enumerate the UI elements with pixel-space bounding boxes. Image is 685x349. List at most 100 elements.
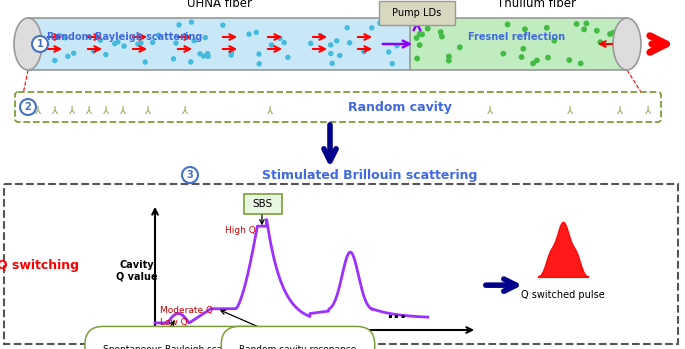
- Circle shape: [447, 54, 451, 59]
- Text: Random Rayleigh scattering: Random Rayleigh scattering: [47, 32, 203, 42]
- Circle shape: [378, 21, 382, 25]
- Circle shape: [420, 32, 424, 37]
- Circle shape: [425, 27, 430, 31]
- Circle shape: [595, 29, 599, 33]
- Text: $\Upsilon$: $\Upsilon$: [616, 102, 624, 114]
- Circle shape: [88, 35, 92, 39]
- Bar: [28, 18, 410, 70]
- Circle shape: [229, 53, 233, 57]
- Circle shape: [387, 50, 390, 54]
- Text: Low Q: Low Q: [160, 318, 188, 327]
- Circle shape: [92, 49, 96, 53]
- Circle shape: [414, 36, 419, 40]
- Text: $\Upsilon$: $\Upsilon$: [181, 102, 189, 114]
- Circle shape: [370, 26, 374, 30]
- Text: $\Upsilon$: $\Upsilon$: [102, 102, 110, 114]
- Circle shape: [182, 167, 198, 183]
- Circle shape: [329, 43, 333, 47]
- Circle shape: [546, 55, 550, 60]
- Circle shape: [189, 60, 192, 64]
- Circle shape: [348, 41, 351, 45]
- Text: Stimulated Brillouin scattering: Stimulated Brillouin scattering: [262, 169, 477, 181]
- Circle shape: [177, 23, 181, 27]
- Circle shape: [567, 58, 571, 62]
- Text: Random cavity: Random cavity: [348, 101, 452, 113]
- Circle shape: [438, 30, 443, 34]
- Text: Thulium fiber: Thulium fiber: [497, 0, 577, 10]
- Text: $\Upsilon$: $\Upsilon$: [644, 102, 652, 114]
- Text: 3: 3: [186, 170, 193, 180]
- Bar: [410, 18, 627, 70]
- Text: Pump LDs: Pump LDs: [393, 8, 442, 18]
- Ellipse shape: [14, 18, 42, 70]
- Circle shape: [116, 40, 120, 44]
- Circle shape: [143, 60, 147, 64]
- Circle shape: [136, 42, 140, 46]
- Circle shape: [63, 36, 67, 40]
- Circle shape: [415, 56, 419, 61]
- Text: 1: 1: [36, 39, 43, 49]
- Circle shape: [174, 41, 178, 45]
- Circle shape: [521, 46, 525, 51]
- Text: $\Upsilon$: $\Upsilon$: [34, 102, 42, 114]
- Circle shape: [282, 40, 286, 45]
- Circle shape: [32, 36, 48, 52]
- Text: Q switching: Q switching: [0, 259, 79, 272]
- Circle shape: [53, 59, 57, 62]
- Circle shape: [151, 40, 155, 44]
- Circle shape: [198, 52, 202, 56]
- Text: $\Upsilon$: $\Upsilon$: [266, 102, 274, 114]
- Circle shape: [190, 20, 193, 24]
- Circle shape: [171, 57, 175, 61]
- Circle shape: [113, 42, 116, 46]
- Circle shape: [531, 61, 535, 66]
- Circle shape: [335, 39, 338, 43]
- Text: Q switched pulse: Q switched pulse: [521, 290, 605, 300]
- Circle shape: [598, 40, 603, 44]
- Circle shape: [545, 25, 549, 30]
- Circle shape: [506, 22, 510, 27]
- Text: Cavity
Q value: Cavity Q value: [116, 260, 158, 282]
- Text: $\Upsilon$: $\Upsilon$: [119, 102, 127, 114]
- Circle shape: [309, 42, 313, 45]
- Circle shape: [362, 50, 366, 54]
- Circle shape: [458, 45, 462, 50]
- Circle shape: [584, 21, 588, 26]
- Circle shape: [206, 54, 210, 58]
- Circle shape: [390, 61, 394, 66]
- Text: Fresnel reflection: Fresnel reflection: [469, 32, 566, 42]
- Circle shape: [338, 53, 342, 58]
- Circle shape: [254, 30, 258, 34]
- Text: $\Upsilon$: $\Upsilon$: [51, 102, 59, 114]
- Circle shape: [104, 53, 108, 57]
- Circle shape: [99, 38, 103, 42]
- Circle shape: [417, 43, 422, 47]
- Circle shape: [270, 43, 273, 47]
- Circle shape: [229, 51, 234, 55]
- Circle shape: [579, 61, 583, 66]
- Circle shape: [192, 39, 196, 43]
- Circle shape: [611, 30, 616, 35]
- FancyBboxPatch shape: [4, 184, 678, 344]
- Text: UHNA fiber: UHNA fiber: [188, 0, 253, 10]
- Text: $\Upsilon$: $\Upsilon$: [144, 102, 152, 114]
- FancyBboxPatch shape: [15, 92, 661, 122]
- Circle shape: [201, 54, 206, 58]
- Circle shape: [608, 32, 612, 36]
- Circle shape: [139, 41, 143, 45]
- FancyBboxPatch shape: [244, 194, 282, 214]
- Circle shape: [329, 52, 333, 55]
- Circle shape: [395, 44, 399, 48]
- Circle shape: [286, 55, 290, 59]
- Text: Time: Time: [300, 337, 330, 347]
- FancyBboxPatch shape: [379, 1, 455, 25]
- Circle shape: [122, 44, 126, 48]
- Circle shape: [20, 99, 36, 115]
- Circle shape: [66, 54, 70, 58]
- Circle shape: [156, 33, 160, 37]
- Text: ...: ...: [386, 304, 407, 322]
- Circle shape: [418, 32, 422, 36]
- Circle shape: [247, 32, 251, 36]
- Circle shape: [203, 36, 208, 39]
- Circle shape: [257, 62, 261, 66]
